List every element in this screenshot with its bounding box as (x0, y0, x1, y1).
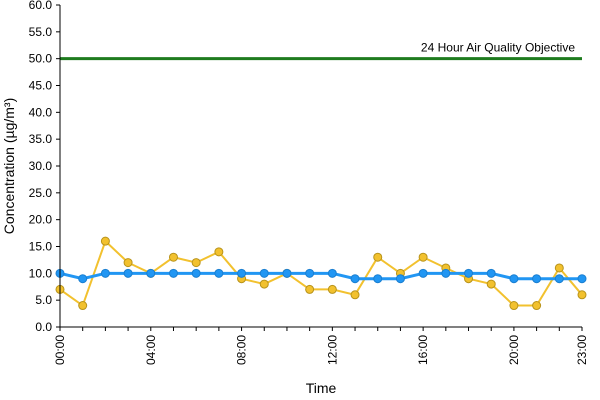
x-tick-label: 04:00 (144, 335, 158, 365)
y-tick-label: 55.0 (29, 25, 53, 39)
y-tick-label: 40.0 (29, 105, 53, 119)
y-tick-label: 30.0 (29, 159, 53, 173)
series-2-point (464, 268, 474, 278)
y-tick-label: 45.0 (29, 79, 53, 93)
x-tick-label: 00:00 (53, 335, 67, 365)
series-1-point (168, 252, 178, 262)
series-2-point (191, 268, 201, 278)
series-2-point (146, 268, 156, 278)
x-tick-label: 20:00 (507, 335, 521, 365)
series-2-point (327, 268, 337, 278)
series-1-point (577, 290, 587, 300)
x-axis-title: Time (306, 380, 337, 396)
series-2-point (532, 274, 542, 284)
series-1-point (100, 236, 110, 246)
y-tick-label: 5.0 (35, 293, 52, 307)
series-2-point (418, 268, 428, 278)
y-tick-label: 10.0 (29, 266, 53, 280)
x-axis-ticks: 00:00 04:00 08:00 12:00 16:00 20:00 23:00 (53, 327, 589, 365)
series-2-point (305, 268, 315, 278)
series-1-point (486, 279, 496, 289)
series-1-point (123, 258, 133, 268)
x-tick-label: 12:00 (325, 335, 339, 365)
series-2-point (282, 268, 292, 278)
series-2-point (554, 274, 564, 284)
series-2-point (486, 268, 496, 278)
series-2-point (350, 274, 360, 284)
series-2-point (395, 274, 405, 284)
series-2-point (100, 268, 110, 278)
reference-line-group: 24 Hour Air Quality Objective (60, 41, 582, 61)
series-1-point (554, 263, 564, 273)
series-1-point (191, 258, 201, 268)
series-1-point (373, 252, 383, 262)
series-1-point (214, 247, 224, 257)
series-2-point (577, 274, 587, 284)
series-2-point (259, 268, 269, 278)
y-tick-label: 0.0 (35, 320, 52, 334)
x-tick-label: 16:00 (416, 335, 430, 365)
series-2-point (214, 268, 224, 278)
x-tick-label: 08:00 (235, 335, 249, 365)
series-1-point (350, 290, 360, 300)
series-2-point (78, 274, 88, 284)
x-tick-label: 23:00 (575, 335, 589, 365)
series-2-point (237, 268, 247, 278)
series-1-point (532, 301, 542, 311)
series-1-point (305, 284, 315, 294)
series-1-point (78, 301, 88, 311)
series-1-point (327, 284, 337, 294)
series-1-point (418, 252, 428, 262)
y-tick-label: 20.0 (29, 213, 53, 227)
y-axis-ticks: 0.0 5.0 10.0 15.0 20.0 25.0 30.0 35.0 40.0 45.0 50… (29, 0, 60, 334)
series-1-point (259, 279, 269, 289)
air-quality-objective-label: 24 Hour Air Quality Objective (421, 41, 575, 55)
series-2-point (509, 274, 519, 284)
series-2-point (441, 268, 451, 278)
series-2-line (59, 271, 582, 281)
y-tick-label: 60.0 (29, 0, 53, 12)
series-1-point (509, 301, 519, 311)
series-2-point (373, 274, 383, 284)
y-tick-label: 15.0 (29, 240, 53, 254)
y-axis-title: Concentration (µg/m³) (1, 98, 17, 234)
y-tick-label: 50.0 (29, 52, 53, 66)
series-group (55, 236, 587, 311)
series-2-point (168, 268, 178, 278)
series-2-point (123, 268, 133, 278)
y-tick-label: 35.0 (29, 132, 53, 146)
y-tick-label: 25.0 (29, 186, 53, 200)
